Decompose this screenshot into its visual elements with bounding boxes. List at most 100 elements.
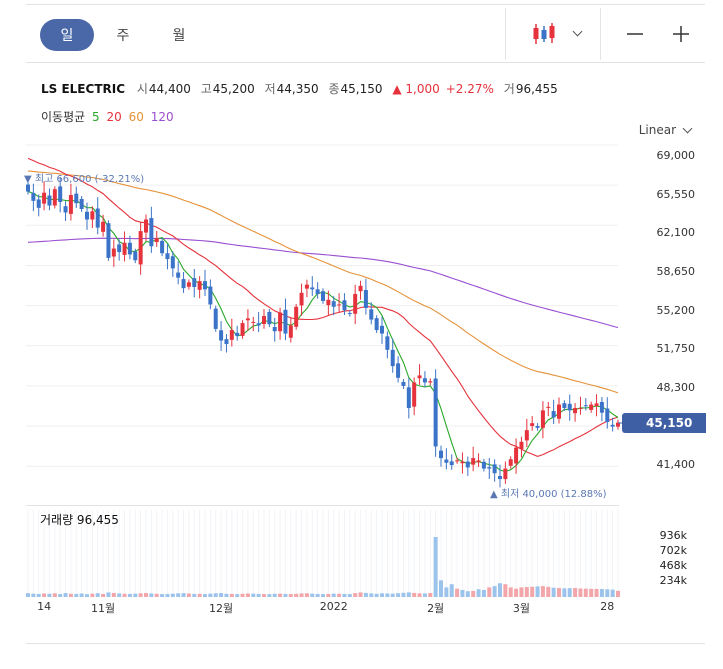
volume-bar: [283, 593, 288, 597]
candle-body: [331, 301, 336, 307]
volume-bar: [337, 593, 342, 597]
chart-type-selector[interactable]: [522, 14, 590, 54]
candle-body: [79, 198, 84, 210]
candle-body: [417, 375, 422, 379]
tab-monthly[interactable]: 월: [172, 28, 186, 44]
candle-body: [181, 279, 186, 289]
y-tick: 41,400: [656, 458, 696, 471]
volume-bar: [417, 593, 422, 597]
candle-body: [321, 291, 325, 301]
volume-bar: [369, 593, 374, 597]
candle-body: [160, 240, 165, 254]
candle-body: [369, 309, 374, 320]
candle-body: [74, 193, 79, 204]
candle-body: [535, 425, 540, 428]
volume-bar: [449, 584, 454, 597]
volume-bar: [101, 593, 106, 597]
volume-bar: [294, 593, 299, 597]
volume-bar: [240, 593, 245, 597]
candle-body: [551, 411, 556, 418]
x-tick: 2022: [319, 600, 348, 613]
volume-bar: [176, 593, 181, 597]
candle-body: [449, 461, 454, 466]
candle-body: [540, 410, 545, 428]
high-annotation: ▼ 최고 66,600 (-32.21%): [24, 174, 145, 185]
volume-bar: [310, 593, 315, 597]
volume-bar: [144, 593, 148, 597]
open-value: 44,400: [148, 82, 191, 96]
candle-body: [154, 238, 159, 243]
candle-body: [605, 408, 610, 423]
toolbar-divider: [600, 8, 601, 60]
volume-bar: [192, 593, 197, 597]
volume-bar: [251, 593, 256, 597]
volume-bar: [79, 593, 84, 597]
candle-body: [58, 186, 63, 203]
y-tick: 48,300: [656, 381, 696, 394]
volume-bar: [47, 593, 52, 597]
volume-bar: [546, 586, 551, 597]
volume-bar: [492, 586, 497, 597]
volume-tick: 936k: [659, 529, 687, 542]
volume-bar: [573, 588, 578, 597]
candle-body: [455, 460, 460, 462]
volume-bar: [401, 592, 406, 597]
volume-bar: [74, 593, 79, 597]
volume-bar: [385, 593, 390, 597]
candle-body: [47, 195, 52, 206]
candle-body: [240, 323, 245, 336]
candle-body: [36, 199, 41, 208]
candle-body: [138, 231, 143, 265]
candle-body: [514, 447, 519, 464]
candle-body: [256, 323, 261, 326]
candle-body: [133, 251, 138, 261]
candle-body: [337, 304, 342, 306]
volume-bar: [439, 580, 443, 597]
y-tick: 69,000: [656, 149, 696, 162]
volume-bar: [229, 593, 234, 597]
candle-body: [567, 403, 572, 411]
volume-panel-title: 거래량 96,455: [40, 513, 119, 527]
candle-body: [176, 272, 181, 278]
candle-body: [31, 192, 36, 201]
volume-bar: [106, 592, 111, 597]
volume-bar: [557, 588, 561, 597]
candle-body: [52, 189, 57, 206]
volume-bar: [154, 593, 159, 597]
candle-body: [272, 327, 277, 332]
candle-body: [224, 339, 229, 345]
volume-tick: 468k: [659, 559, 687, 572]
volume-bar: [122, 593, 127, 597]
zoom-in-button[interactable]: [664, 14, 698, 54]
zoom-out-button[interactable]: [618, 14, 652, 54]
x-tick: 28: [600, 600, 615, 613]
toolbar-divider: [505, 8, 506, 60]
volume-bar: [481, 589, 486, 597]
candle-body: [299, 292, 304, 306]
volume-bar: [599, 589, 604, 597]
candle-body: [127, 242, 132, 255]
bottom-divider: [26, 643, 705, 644]
volume-bar: [342, 593, 347, 597]
candle-body: [219, 330, 224, 341]
tab-daily[interactable]: 일: [40, 19, 94, 51]
moving-average-legend: 이동평균 5 20 60 120: [41, 108, 177, 125]
volume-bar: [460, 589, 465, 597]
volume-bar: [390, 593, 395, 597]
current-price-tag: 45,150: [622, 413, 706, 433]
candle-body: [439, 450, 443, 459]
volume-bar: [487, 587, 492, 597]
candle-body: [422, 378, 427, 383]
candle-body: [353, 293, 358, 314]
y-tick: 62,100: [656, 226, 696, 239]
scale-mode-selector[interactable]: Linear: [639, 123, 693, 137]
volume-bar: [583, 588, 588, 597]
candle-body: [444, 459, 449, 463]
x-tick: 14: [37, 600, 52, 613]
x-tick: 11월: [91, 602, 116, 615]
candle-body: [165, 253, 170, 260]
tab-weekly[interactable]: 주: [116, 28, 130, 44]
close-value: 45,150: [340, 82, 383, 96]
candle-body: [170, 256, 175, 269]
